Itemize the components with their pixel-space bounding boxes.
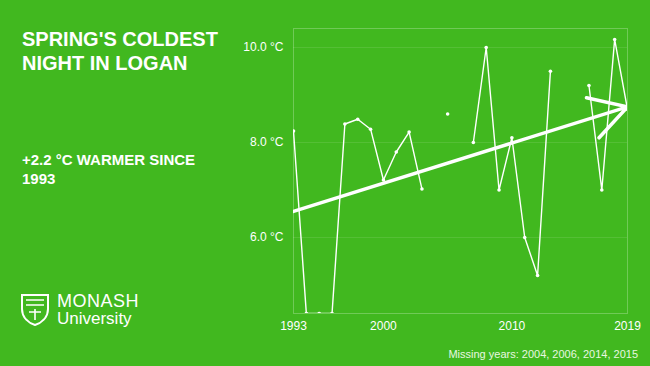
- svg-text:2010: 2010: [499, 319, 526, 333]
- svg-text:8.0 °C: 8.0 °C: [250, 135, 284, 149]
- svg-text:10.0 °C: 10.0 °C: [243, 40, 283, 54]
- svg-text:1993: 1993: [280, 319, 307, 333]
- html-text:SPRING'S COLDEST NIGHT IN LOGA: SPRING'S COLDEST NIGHT IN LOGAN: [22, 28, 218, 74]
- html-text:MONASH: MONASH: [57, 291, 139, 311]
- html-text:Missing years: 2004, 2006, 201: Missing years: 2004, 2006, 2014, 2015: [448, 348, 638, 360]
- html-text:University: University: [57, 309, 132, 328]
- svg-text:6.0 °C: 6.0 °C: [250, 230, 284, 244]
- svg-text:2019: 2019: [614, 319, 641, 333]
- html-text:+2.2 °C WARMER SINCE 1993: +2.2 °C WARMER SINCE 1993: [22, 151, 196, 187]
- svg-text:2000: 2000: [370, 319, 397, 333]
